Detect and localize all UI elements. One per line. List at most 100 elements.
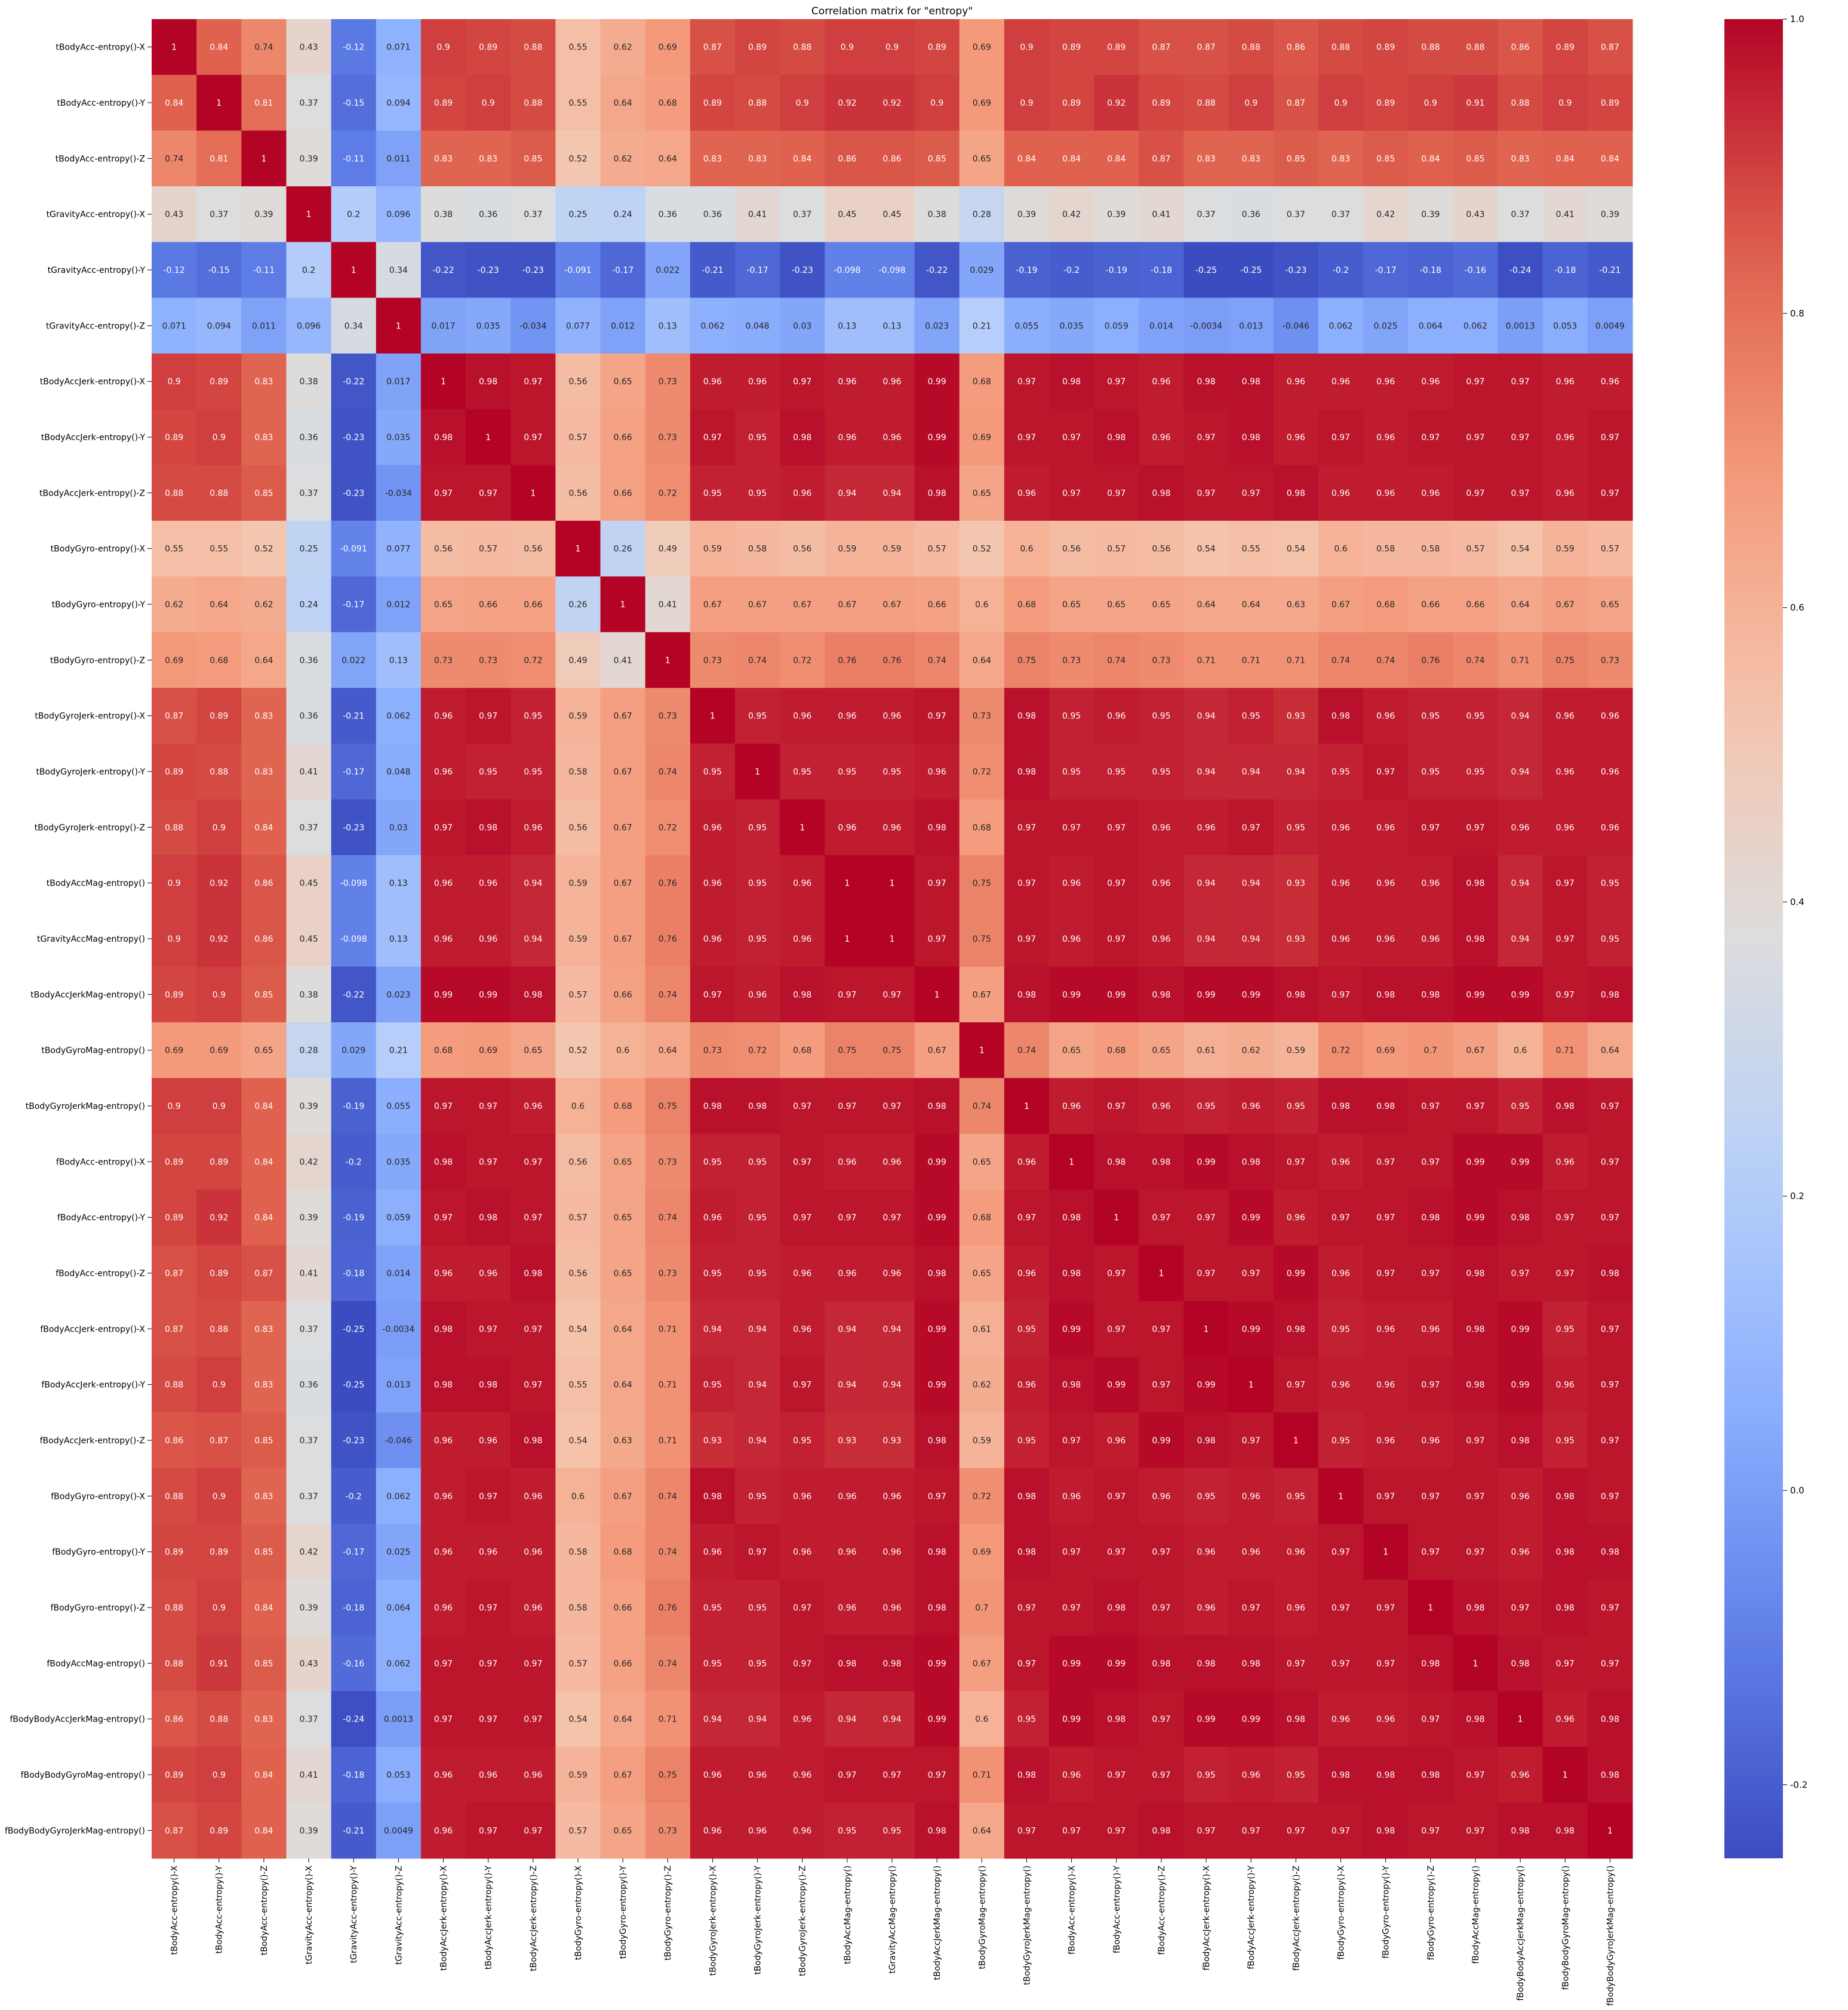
- heatmap-cell: [1094, 1579, 1139, 1636]
- heatmap-cell: [286, 130, 332, 187]
- heatmap-cell: [555, 966, 601, 1023]
- heatmap-cell: [780, 1022, 825, 1078]
- heatmap-cell: [1273, 130, 1319, 187]
- cell-value-label: 0.98: [1466, 1715, 1484, 1725]
- heatmap-cell: [1408, 1412, 1453, 1469]
- heatmap-cell: [286, 1301, 332, 1357]
- heatmap-cell: [511, 911, 556, 967]
- heatmap-cell: [1542, 521, 1588, 577]
- cell-value-label: 0.97: [524, 1659, 542, 1668]
- cell-value-label: 0.95: [1421, 712, 1440, 721]
- heatmap-cell: [152, 1747, 197, 1803]
- heatmap-cell: [241, 576, 287, 633]
- heatmap-cell: [196, 576, 242, 633]
- heatmap-cell: [1228, 19, 1274, 75]
- cell-value-label: 0.68: [793, 1046, 811, 1056]
- heatmap-cell: [555, 1301, 601, 1357]
- cell-value-label: 0.9: [213, 1381, 226, 1390]
- cell-value-label: 0.98: [1332, 1771, 1350, 1780]
- heatmap-cell: [780, 1412, 825, 1469]
- cell-value-label: 0.98: [479, 1213, 497, 1223]
- heatmap-cell: [600, 1635, 646, 1692]
- cell-value-label: 0.91: [1466, 99, 1484, 108]
- heatmap-cell: [959, 297, 1005, 354]
- heatmap-cell: [1542, 1802, 1588, 1859]
- heatmap-cell: [1587, 1635, 1633, 1692]
- heatmap-cell: [376, 1579, 422, 1636]
- cell-value-label: 0.95: [1601, 935, 1619, 944]
- heatmap-cell: [1498, 242, 1543, 299]
- cell-value-label: 0.97: [479, 1324, 497, 1334]
- cell-value-label: 0.9: [213, 1603, 226, 1613]
- heatmap-cell: [600, 297, 646, 354]
- cell-value-label: 0.98: [928, 1269, 946, 1278]
- cell-value-label: 0.97: [1242, 1603, 1260, 1613]
- cell-value-label: -0.19: [343, 1102, 364, 1111]
- heatmap-cell: [1004, 1802, 1050, 1859]
- cell-value-label: 0.98: [1197, 1436, 1215, 1446]
- cell-value-label: -0.091: [564, 266, 591, 275]
- cell-value-label: 0.077: [386, 545, 410, 554]
- cell-value-label: 0.062: [1329, 321, 1352, 331]
- heatmap-cell: [600, 1190, 646, 1246]
- cell-value-label: 0.84: [1107, 154, 1126, 164]
- cell-value-label: 0.69: [479, 1046, 497, 1056]
- cell-value-label: 1: [800, 823, 805, 832]
- cell-value-label: 0.97: [1466, 377, 1484, 387]
- heatmap-cell: [734, 297, 780, 354]
- cell-value-label: 0.96: [1332, 1157, 1350, 1167]
- heatmap-cell: [1318, 1579, 1364, 1636]
- cell-value-label: 0.61: [1197, 1046, 1215, 1056]
- cell-value-label: 0.99: [1062, 990, 1081, 1000]
- cell-value-label: 0.94: [1197, 767, 1215, 777]
- cell-value-label: 0.96: [1017, 488, 1036, 498]
- cell-value-label: 0.89: [748, 43, 767, 53]
- cell-value-label: 0.97: [479, 1659, 497, 1668]
- cell-value-label: 0.69: [973, 1548, 991, 1557]
- cell-value-label: 0.71: [973, 1771, 991, 1780]
- heatmap-cell: [1004, 409, 1050, 466]
- heatmap-cell: [1273, 1802, 1319, 1859]
- cell-value-label: 0.96: [883, 433, 901, 442]
- cell-value-label: 0.96: [928, 767, 946, 777]
- heatmap-cell: [600, 1078, 646, 1135]
- cell-value-label: 0.97: [1376, 1157, 1395, 1167]
- cell-value-label: 0.97: [1376, 1492, 1395, 1501]
- cell-value-label: 0.97: [1062, 1436, 1081, 1446]
- cell-value-label: 0.077: [566, 321, 590, 331]
- cell-value-label: 0.39: [1017, 210, 1036, 220]
- heatmap-cell: [869, 75, 915, 131]
- cell-value-label: 0.99: [928, 1324, 946, 1334]
- cell-value-label: 0.73: [703, 1046, 722, 1056]
- cell-value-label: 0.96: [1242, 1102, 1260, 1111]
- cell-value-label: 0.98: [1017, 1492, 1036, 1501]
- cell-value-label: 0.34: [345, 321, 363, 331]
- y-tick-label: tGravityAcc-entropy()-X: [47, 210, 146, 220]
- heatmap-cell: [869, 688, 915, 744]
- cell-value-label: 0.95: [748, 879, 767, 889]
- y-tick-label: tBodyAccJerk-entropy()-Z: [39, 488, 145, 498]
- heatmap-cell: [286, 576, 332, 633]
- heatmap-cell: [1139, 1802, 1185, 1859]
- colorbar-tick-label: 0.6: [1790, 603, 1804, 613]
- heatmap-cell: [196, 743, 242, 800]
- heatmap-cell: [1453, 1022, 1499, 1078]
- heatmap-cell: [690, 966, 736, 1023]
- cell-value-label: 0.84: [1017, 154, 1036, 164]
- x-tick-label: tBodyGyroJerk-entropy()-X: [708, 1865, 718, 1976]
- heatmap-cell: [1049, 130, 1094, 187]
- heatmap-cell: [196, 1078, 242, 1135]
- cell-value-label: 0.76: [659, 879, 677, 889]
- cell-value-label: 0.69: [1376, 1046, 1395, 1056]
- cell-value-label: 0.86: [254, 935, 273, 944]
- heatmap-cell: [1183, 354, 1229, 410]
- heatmap-cell: [734, 19, 780, 75]
- cell-value-label: 0.97: [1601, 1102, 1619, 1111]
- heatmap-cell: [1542, 242, 1588, 299]
- cell-value-label: 0.65: [1062, 600, 1081, 610]
- heatmap-cell: [152, 1412, 197, 1469]
- heatmap-cell: [1587, 186, 1633, 242]
- heatmap-cell: [1453, 130, 1499, 187]
- cell-value-label: 0.029: [970, 266, 994, 275]
- cell-value-label: 0.95: [1511, 1102, 1530, 1111]
